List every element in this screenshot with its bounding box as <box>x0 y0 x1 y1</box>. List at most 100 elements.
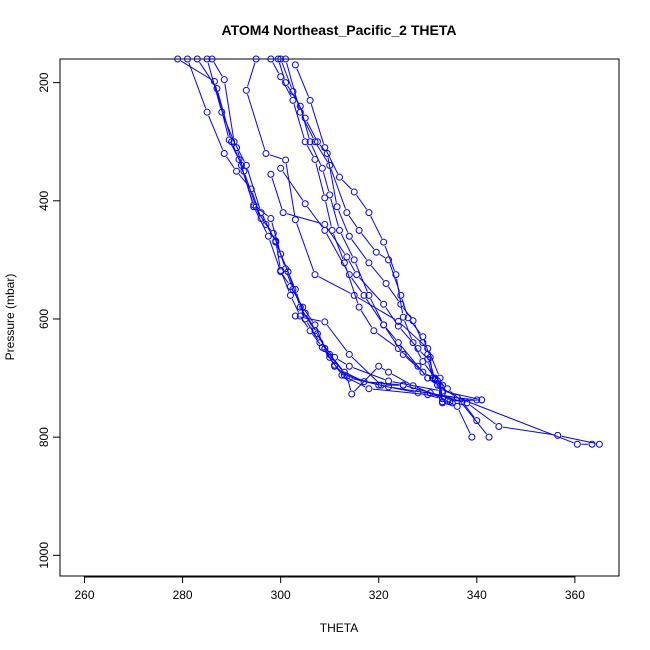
series-segment <box>271 177 283 209</box>
series-segment <box>396 278 404 314</box>
series-segment <box>502 426 554 436</box>
data-point <box>213 85 221 93</box>
series-segment <box>312 333 321 345</box>
data-point <box>419 368 427 376</box>
data-point <box>353 271 361 279</box>
data-point <box>485 433 493 441</box>
data-point <box>414 362 422 370</box>
series-segment <box>278 62 285 79</box>
data-point <box>365 291 373 299</box>
series-segment <box>281 62 292 88</box>
series-segment <box>400 328 416 346</box>
data-point <box>289 96 297 104</box>
series-segment <box>326 150 339 174</box>
series-segment <box>318 276 351 294</box>
y-tick-label: 400 <box>37 190 51 210</box>
series-segment <box>325 201 332 227</box>
series-segment <box>213 62 223 77</box>
data-point <box>316 339 324 347</box>
series-segment <box>306 144 314 157</box>
data-point <box>252 55 260 63</box>
data-point <box>321 220 329 228</box>
series-segment <box>392 381 439 391</box>
data-point <box>419 333 427 341</box>
data-point <box>431 375 439 383</box>
series-segment <box>285 163 296 216</box>
data-point <box>573 440 581 448</box>
data-point <box>380 321 388 329</box>
series-segment <box>296 68 310 97</box>
data-point <box>321 194 329 202</box>
x-tick-label: 300 <box>271 588 291 602</box>
series-segment <box>208 115 224 151</box>
series-segment <box>235 145 245 163</box>
data-point <box>193 55 201 63</box>
series-segment <box>360 310 373 328</box>
series-segment <box>291 298 300 313</box>
data-point <box>385 368 393 376</box>
data-point <box>306 138 314 146</box>
data-point <box>286 291 294 299</box>
data-point <box>203 55 211 63</box>
series-segment <box>404 320 413 340</box>
series-segment <box>423 346 427 351</box>
series-profile <box>277 55 454 406</box>
series-segment <box>401 298 408 315</box>
data-point <box>394 339 402 347</box>
data-point <box>392 271 400 279</box>
data-point <box>468 433 476 441</box>
series-segment <box>306 121 317 139</box>
data-point <box>277 268 285 276</box>
series-segment <box>348 215 358 228</box>
data-point <box>203 108 211 116</box>
x-axis-label: THETA <box>320 621 358 635</box>
data-point <box>458 398 466 406</box>
series-segment <box>327 157 337 203</box>
series-segment <box>326 351 345 374</box>
data-point <box>377 381 385 389</box>
series-segment <box>337 359 347 365</box>
data-point <box>262 150 270 158</box>
series-profile <box>203 55 486 404</box>
series-segment <box>382 385 415 393</box>
series-segment <box>459 400 487 435</box>
data-point <box>291 216 299 224</box>
series-segment <box>351 239 367 260</box>
data-point <box>463 399 471 407</box>
series-segment <box>302 319 309 328</box>
series-segment <box>296 223 315 272</box>
data-point <box>311 138 319 146</box>
series-segment <box>338 210 349 233</box>
data-point <box>296 108 304 116</box>
series-segment <box>299 316 321 322</box>
y-tick-label: 800 <box>37 427 51 447</box>
data-point <box>409 382 417 390</box>
data-point <box>345 350 353 358</box>
data-point <box>289 87 297 95</box>
series-segment <box>405 356 421 370</box>
data-point <box>233 144 241 152</box>
series-segment <box>351 356 379 383</box>
data-point <box>250 203 258 211</box>
series-segment <box>282 274 289 284</box>
series-segment <box>199 62 216 86</box>
series-segment <box>400 350 416 364</box>
data-point <box>375 362 383 370</box>
y-tick-label: 200 <box>37 72 51 92</box>
series-segment <box>188 62 207 109</box>
data-point <box>438 389 446 397</box>
data-point <box>345 271 353 279</box>
x-tick-label: 360 <box>565 588 585 602</box>
data-point <box>365 259 373 267</box>
series-segment <box>269 154 282 160</box>
series-segment <box>469 404 496 425</box>
series-segment <box>316 144 329 163</box>
series-segment <box>217 92 232 138</box>
data-point <box>277 55 285 63</box>
series-segment <box>247 62 256 87</box>
data-point <box>473 417 481 425</box>
data-point <box>313 138 321 146</box>
data-point <box>394 322 402 330</box>
series-segment <box>272 62 280 74</box>
